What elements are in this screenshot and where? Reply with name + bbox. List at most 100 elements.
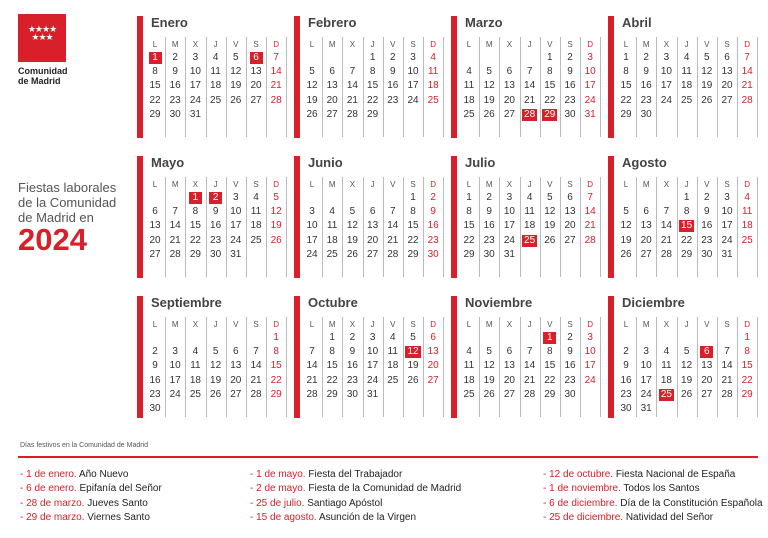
legend-item: - 6 de enero. Epifanía del Señor xyxy=(20,483,162,494)
column-separator xyxy=(225,37,227,137)
column-separator xyxy=(286,317,288,417)
day: 19 xyxy=(479,94,499,107)
day: 26 xyxy=(302,108,322,121)
day: 20 xyxy=(499,94,519,107)
weekday-header: X xyxy=(192,40,199,49)
day: 24 xyxy=(185,94,205,107)
column-separator xyxy=(636,177,638,277)
day-number: 17 xyxy=(721,220,733,232)
day-number: 20 xyxy=(149,234,161,246)
day: 19 xyxy=(342,234,362,247)
weekday-header: J xyxy=(213,40,218,49)
day-number: 15 xyxy=(189,220,201,232)
weekday-header: J xyxy=(370,180,375,189)
day-number: 13 xyxy=(503,80,515,92)
month-julio: Julio L M X J V S D 1 2 3 4 5 6 7 8 9 10 11 12 13 14 15 16 17 18 1… xyxy=(451,155,608,279)
day-number: 29 xyxy=(542,108,558,121)
day-number: 30 xyxy=(564,388,576,400)
column-separator xyxy=(362,37,364,137)
column-separator xyxy=(205,177,207,277)
day-number: 23 xyxy=(210,234,222,246)
column-separator xyxy=(342,37,344,137)
day-number: 8 xyxy=(329,346,335,358)
day: 11 xyxy=(322,219,342,232)
day: 11 xyxy=(677,65,697,78)
day-number: 10 xyxy=(660,66,672,78)
column-separator xyxy=(342,177,344,277)
day: 11 xyxy=(206,65,226,78)
day-number: 21 xyxy=(306,374,318,386)
day: 2 xyxy=(697,191,717,204)
day: 7 xyxy=(165,205,185,218)
day-number: 24 xyxy=(189,94,201,106)
holiday-date: - 1 de enero. xyxy=(20,469,77,480)
day-number: 19 xyxy=(681,374,693,386)
day-number: 7 xyxy=(663,206,670,218)
day: 29 xyxy=(540,388,560,401)
day: 12 xyxy=(342,219,362,232)
day-number: 5 xyxy=(486,346,492,358)
day: 8 xyxy=(677,205,697,218)
day: 7 xyxy=(520,65,540,78)
day: 16 xyxy=(616,374,636,387)
day-number: 8 xyxy=(410,206,416,218)
day-number: 22 xyxy=(741,374,753,386)
weekday-header: M xyxy=(642,180,650,189)
day: 15 xyxy=(540,79,560,92)
day: 31 xyxy=(363,388,383,401)
day: 3 xyxy=(165,345,185,358)
weekday-header: D xyxy=(744,320,751,329)
day-number: 21 xyxy=(346,94,358,106)
day: 22 xyxy=(266,374,286,387)
day: 10 xyxy=(302,219,322,232)
day: 8 xyxy=(185,205,205,218)
day: 10 xyxy=(636,359,656,372)
day-number: 21 xyxy=(741,80,753,92)
column-separator xyxy=(266,177,268,277)
day-number: 15 xyxy=(326,360,338,372)
day: 17 xyxy=(499,219,519,232)
day-number: 29 xyxy=(367,108,379,120)
day: 20 xyxy=(423,359,443,372)
day-number: 1 xyxy=(329,332,335,343)
day-number: 31 xyxy=(503,248,515,260)
day-number: 28 xyxy=(169,248,181,260)
day: 10 xyxy=(363,345,383,358)
day-number: 25 xyxy=(741,234,753,246)
day: 15 xyxy=(185,219,205,232)
day: 1 xyxy=(363,51,383,64)
day-number: 13 xyxy=(564,206,576,218)
day: 13 xyxy=(246,65,266,78)
day: 13 xyxy=(499,359,519,372)
weekday-header: M xyxy=(328,320,336,329)
day: 8 xyxy=(322,345,342,358)
day: 2 xyxy=(560,331,580,344)
day-number: 8 xyxy=(683,206,690,218)
day: 24 xyxy=(165,388,185,401)
day: 16 xyxy=(342,359,362,372)
column-separator xyxy=(246,37,247,137)
weekday-header: V xyxy=(390,40,396,49)
day-number: 23 xyxy=(701,234,713,246)
day: 28 xyxy=(246,388,266,401)
day: 27 xyxy=(636,248,656,261)
day-number: 22 xyxy=(367,94,379,106)
day: 6 xyxy=(423,331,443,344)
day: 11 xyxy=(423,65,443,78)
day: 3 xyxy=(656,51,676,64)
day: 8 xyxy=(363,65,383,78)
weekday-header: D xyxy=(587,180,594,189)
day-number: 17 xyxy=(584,360,596,372)
column-separator xyxy=(362,177,364,277)
day: 7 xyxy=(737,51,757,64)
day-number: 28 xyxy=(584,234,596,246)
day: 8 xyxy=(540,345,560,358)
day: 4 xyxy=(383,331,403,344)
column-separator xyxy=(185,177,187,277)
day: 5 xyxy=(342,205,362,218)
day: 29 xyxy=(616,108,636,121)
day: 21 xyxy=(656,234,676,247)
column-separator xyxy=(539,317,541,417)
weekday-header: V xyxy=(547,40,553,49)
day: 9 xyxy=(342,345,362,358)
